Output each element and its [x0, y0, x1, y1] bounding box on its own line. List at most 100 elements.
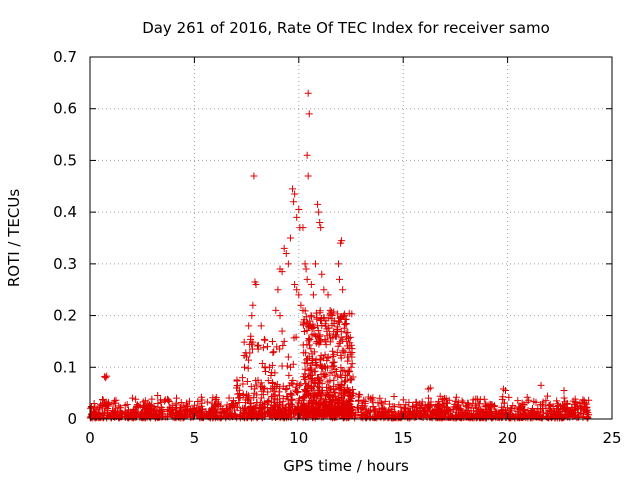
data-point	[264, 377, 272, 385]
data-point	[321, 337, 329, 345]
x-tick-label: 20	[498, 429, 517, 447]
data-point	[440, 402, 448, 410]
data-point	[123, 401, 131, 409]
data-point	[146, 406, 154, 414]
data-point	[185, 408, 193, 416]
data-point	[269, 392, 277, 400]
data-point	[515, 414, 523, 422]
data-point	[342, 377, 350, 385]
data-point	[314, 327, 322, 335]
data-point	[474, 409, 482, 417]
data-point	[347, 363, 355, 371]
data-point	[243, 377, 251, 385]
data-point	[382, 412, 390, 420]
data-point	[451, 397, 459, 405]
grid-lines	[90, 57, 612, 419]
data-point	[136, 413, 144, 421]
data-point	[321, 351, 329, 359]
data-point	[304, 355, 312, 363]
data-point	[555, 411, 563, 419]
data-point	[326, 385, 334, 393]
data-point	[102, 374, 110, 382]
data-point	[307, 384, 315, 392]
data-point	[302, 356, 310, 364]
data-point	[323, 390, 331, 398]
data-point	[363, 414, 371, 422]
data-point	[329, 333, 337, 341]
data-point	[267, 404, 275, 412]
data-point	[483, 412, 491, 420]
data-point	[476, 396, 484, 404]
data-point	[500, 399, 508, 407]
data-point	[511, 404, 519, 412]
data-point	[418, 398, 426, 406]
data-point	[305, 110, 313, 118]
data-point	[260, 335, 268, 343]
data-point	[467, 404, 475, 412]
data-point	[110, 409, 118, 417]
data-point	[290, 409, 298, 417]
data-point	[340, 378, 348, 386]
data-point	[301, 260, 309, 268]
data-point	[323, 383, 331, 391]
data-point	[385, 400, 393, 408]
data-point	[173, 394, 181, 402]
data-point	[262, 367, 270, 375]
data-point	[329, 359, 337, 367]
data-point	[247, 335, 255, 343]
data-point	[336, 404, 344, 412]
data-point	[335, 384, 343, 392]
data-point	[189, 410, 197, 418]
data-point	[239, 390, 247, 398]
data-point	[556, 410, 564, 418]
data-point	[317, 363, 325, 371]
data-point	[112, 404, 120, 412]
y-tick-label: 0.3	[53, 255, 77, 273]
data-point	[472, 410, 480, 418]
data-point	[333, 349, 341, 357]
data-point	[346, 410, 354, 418]
data-point	[252, 381, 260, 389]
data-point	[347, 341, 355, 349]
data-point	[337, 352, 345, 360]
data-point	[399, 396, 407, 404]
data-point	[279, 405, 287, 413]
data-point	[361, 399, 369, 407]
data-point	[315, 334, 323, 342]
data-point	[154, 391, 162, 399]
data-point	[317, 338, 325, 346]
data-point	[218, 408, 226, 416]
data-point	[344, 368, 352, 376]
data-point	[308, 331, 316, 339]
data-point	[378, 400, 386, 408]
data-point	[518, 399, 526, 407]
data-point	[486, 400, 494, 408]
data-point	[299, 321, 307, 329]
data-point	[469, 400, 477, 408]
data-point	[328, 315, 336, 323]
x-tick-label: 15	[394, 429, 413, 447]
data-point	[150, 402, 158, 410]
data-point	[302, 265, 310, 273]
data-point	[249, 301, 257, 309]
data-point	[239, 380, 247, 388]
data-point	[336, 275, 344, 283]
data-point	[211, 406, 219, 414]
x-tick-labels: 0 5 10 15 20 25	[85, 429, 621, 447]
data-point	[145, 405, 153, 413]
data-point	[304, 172, 312, 180]
data-point	[339, 336, 347, 344]
data-point	[286, 234, 294, 242]
data-point	[312, 339, 320, 347]
data-point	[318, 380, 326, 388]
data-point	[312, 260, 320, 268]
data-point	[330, 351, 338, 359]
data-point	[545, 401, 553, 409]
data-point	[579, 396, 587, 404]
data-point	[316, 376, 324, 384]
data-point	[538, 414, 546, 422]
data-point	[344, 357, 352, 365]
data-point	[323, 405, 331, 413]
data-point	[405, 398, 413, 406]
data-point	[142, 403, 150, 411]
